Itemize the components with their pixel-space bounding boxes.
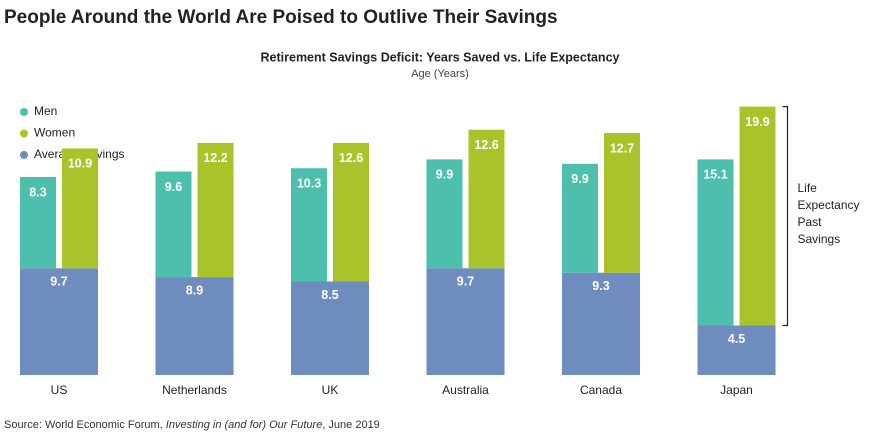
data-label: 10.3 xyxy=(297,176,321,190)
data-label: 12.6 xyxy=(339,151,363,165)
source-title: Investing in (and for) Our Future xyxy=(166,419,323,431)
data-label: 4.5 xyxy=(728,332,745,346)
legend-swatch xyxy=(20,151,28,159)
bar xyxy=(62,148,98,269)
x-tick-label: Australia xyxy=(442,383,489,397)
data-label: 9.9 xyxy=(571,172,588,186)
bar xyxy=(197,142,234,278)
bar xyxy=(426,268,505,375)
data-label: 19.9 xyxy=(745,115,769,129)
chart-title: People Around the World Are Poised to Ou… xyxy=(4,7,558,28)
bracket xyxy=(782,106,789,327)
bar xyxy=(155,171,192,278)
bar xyxy=(468,129,505,269)
bar xyxy=(739,106,776,326)
bar xyxy=(697,159,734,326)
data-label: 12.7 xyxy=(610,141,634,155)
data-label: 9.9 xyxy=(436,168,453,182)
data-label: 9.3 xyxy=(592,279,609,293)
data-label: 12.2 xyxy=(203,151,227,165)
x-tick-label: Netherlands xyxy=(162,383,227,397)
bar xyxy=(333,142,369,282)
chart-subtitle: Retirement Savings Deficit: Years Saved … xyxy=(261,50,620,64)
x-tick-label: Canada xyxy=(580,383,622,397)
legend-label: Women xyxy=(34,126,75,140)
x-tick-label: US xyxy=(51,383,68,397)
source-text: , June 2019 xyxy=(322,419,380,431)
bar xyxy=(426,159,463,269)
bar xyxy=(562,272,640,375)
source: Source: World Economic Forum, Investing … xyxy=(4,419,380,431)
bar xyxy=(20,177,56,269)
data-label: 9.7 xyxy=(50,275,67,289)
data-label: 10.9 xyxy=(68,157,92,171)
bar xyxy=(562,163,598,273)
data-label: 8.9 xyxy=(186,283,203,297)
data-label: 8.5 xyxy=(321,288,338,302)
data-label: 9.7 xyxy=(457,275,474,289)
data-label: 12.6 xyxy=(474,138,498,152)
legend-label: Men xyxy=(34,104,57,118)
bar xyxy=(291,281,369,375)
x-tick-label: UK xyxy=(322,383,339,397)
x-tick-label: Japan xyxy=(720,383,753,397)
y-axis-label: Age (Years) xyxy=(411,68,469,80)
legend-swatch xyxy=(20,108,28,116)
legend-swatch xyxy=(20,129,28,138)
bar xyxy=(291,168,327,282)
bar xyxy=(604,133,640,273)
bar xyxy=(155,277,234,375)
data-label: 15.1 xyxy=(703,168,727,182)
source-text: Source: World Economic Forum, xyxy=(4,419,166,431)
bar xyxy=(20,268,98,375)
annotation: Life Expectancy Past Savings xyxy=(797,181,860,247)
bar xyxy=(697,325,776,375)
data-label: 8.3 xyxy=(29,185,46,199)
data-label: 9.6 xyxy=(165,180,182,194)
